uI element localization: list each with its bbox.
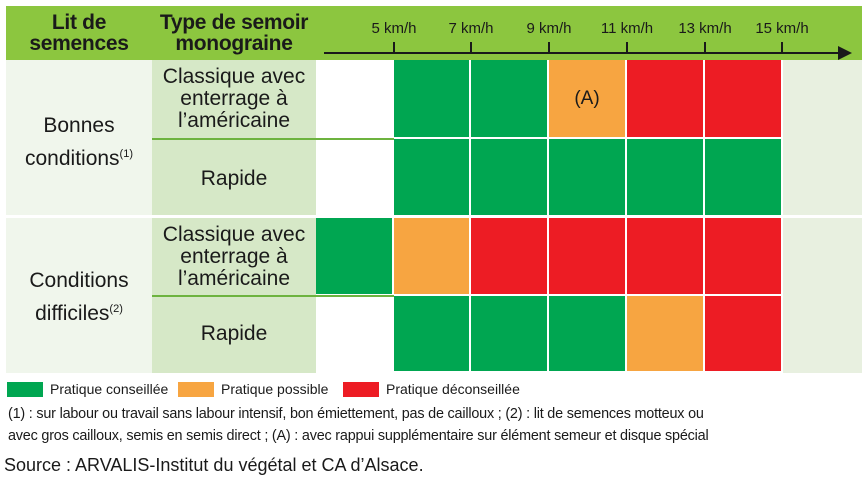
speed-tick-mark [626, 42, 628, 54]
heatmap-cell [471, 139, 549, 218]
type-rapide-difficult-line1: Rapide [200, 322, 268, 345]
heatmap-cell [549, 218, 627, 296]
speed-tick-label: 13 km/h [678, 20, 732, 37]
condition-good: Bonnes conditions(1) [6, 112, 152, 173]
heatmap-cell [627, 139, 705, 218]
speed-tick-label: 15 km/h [755, 20, 809, 37]
heatmap-cell [705, 218, 783, 296]
speed-tick-mark [704, 42, 706, 54]
type-rapide-good-line1: Rapide [200, 167, 268, 190]
heatmap-cell [471, 60, 549, 139]
heatmap-cell [316, 218, 394, 296]
type-classique-good-line2: enterrage à [180, 87, 288, 110]
type-classique-difficult-line3: l’américaine [177, 267, 291, 290]
header-seedbed: Lit de semences [6, 12, 152, 54]
speed-tick-mark [781, 42, 783, 54]
heatmap-cell [471, 296, 549, 373]
speed-tick-mark [393, 42, 395, 54]
header-seeder-type: Type de semoir monograine [152, 12, 316, 54]
condition-difficult-line2: difficiles(2) [6, 295, 152, 328]
speed-tick-label: 9 km/h [526, 20, 572, 37]
heatmap-cell [549, 139, 627, 218]
speed-tick-label: 11 km/h [600, 20, 654, 37]
legend-swatch-conseillee [6, 380, 44, 398]
speed-axis-line [324, 52, 842, 54]
heatmap-cell [549, 296, 627, 373]
condition-good-line2-text: conditions [24, 147, 120, 170]
legend-label-deconseillee: Pratique déconseillée [386, 381, 520, 397]
footnote-line1: (1) : sur labour ou travail sans labour … [8, 406, 704, 422]
heatmap-cell [705, 60, 783, 139]
type-classique-difficult: Classique avec enterrage à l’américaine [152, 224, 316, 290]
header-seeder-line2: monograine [175, 32, 293, 55]
type-classique-good-line3: l’américaine [177, 109, 291, 132]
type-classique-difficult-line2: enterrage à [180, 245, 288, 268]
type-classique-good-line1: Classique avec [162, 65, 306, 88]
header-seeder-line1: Type de semoir [159, 11, 309, 34]
speed-axis-arrow [838, 46, 852, 60]
legend-item-conseillee: Pratique conseillée [6, 380, 168, 398]
condition-difficult-sup: (2) [109, 303, 123, 315]
speed-tick-label: 5 km/h [371, 20, 417, 37]
legend-label-possible: Pratique possible [221, 381, 329, 397]
heatmap-cell [627, 60, 705, 139]
header-seedbed-line2: semences [29, 32, 129, 55]
heatmap-cell [394, 218, 471, 296]
condition-good-line1: Bonnes [43, 114, 115, 137]
legend-swatch-deconseillee [342, 380, 380, 398]
legend-label-conseillee: Pratique conseillée [50, 381, 169, 397]
row-separator-2 [152, 295, 394, 297]
heatmap-cell [627, 218, 705, 296]
speed-tick-mark [548, 42, 550, 54]
cell-annotation: (A) [574, 87, 600, 109]
legend-swatch-possible [177, 380, 215, 398]
condition-good-line2: conditions(1) [6, 140, 152, 173]
footnote-line2: avec gros cailloux, semis en semis direc… [8, 428, 709, 444]
legend-item-deconseillee: Pratique déconseillée [342, 380, 520, 398]
group-separator [6, 215, 862, 218]
type-classique-difficult-line1: Classique avec [162, 223, 306, 246]
speed-tick-label: 7 km/h [448, 20, 494, 37]
condition-difficult-line1: Conditions [29, 269, 129, 292]
heatmap-cell [705, 296, 783, 373]
row-separator-1 [152, 138, 394, 140]
legend-item-possible: Pratique possible [177, 380, 328, 398]
source-note: Source : ARVALIS-Institut du végétal et … [4, 455, 424, 475]
heatmap-cell [394, 60, 471, 139]
type-classique-good: Classique avec enterrage à l’américaine [152, 66, 316, 132]
heatmap-cell [471, 218, 549, 296]
header-band: Lit de semences Type de semoir monograin… [6, 6, 862, 60]
condition-difficult-line2-text: difficiles [35, 302, 110, 325]
heatmap-cell [394, 296, 471, 373]
header-seedbed-line1: Lit de [51, 11, 107, 34]
speed-tick-mark [470, 42, 472, 54]
heatmap-cell [394, 139, 471, 218]
condition-difficult: Conditions difficiles(2) [6, 267, 152, 328]
heatmap-cell: (A) [549, 60, 627, 139]
type-rapide-difficult: Rapide [152, 323, 316, 345]
heatmap-cell [705, 139, 783, 218]
type-rapide-good: Rapide [152, 168, 316, 190]
heatmap-cell [627, 296, 705, 373]
condition-good-sup: (1) [119, 148, 133, 160]
